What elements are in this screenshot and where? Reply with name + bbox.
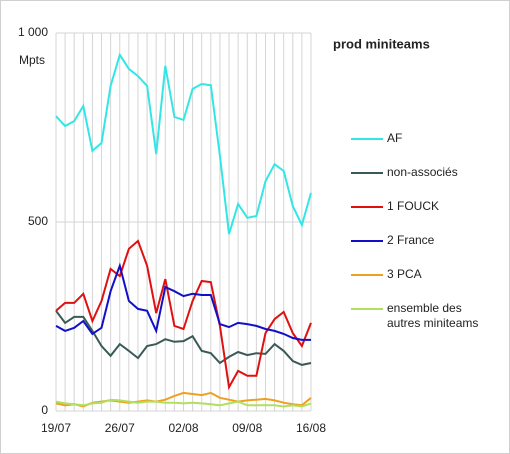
legend-label: 2 France (387, 233, 435, 247)
legend-swatch (351, 206, 383, 208)
legend-item: 1 FOUCK (351, 195, 501, 229)
x-tick-label: 26/07 (105, 421, 135, 435)
legend-label: AF (387, 131, 403, 145)
legend-label: 3 PCA (387, 267, 422, 281)
legend-item: AF (351, 127, 501, 161)
y-axis-label: Mpts (19, 53, 45, 67)
legend: AF non-associés 1 FOUCK 2 France 3 PCA ensemb… (351, 127, 501, 331)
legend-item: 2 France (351, 229, 501, 263)
legend-swatch (351, 308, 383, 310)
legend-swatch (351, 172, 383, 174)
legend-label: 1 FOUCK (387, 199, 440, 213)
legend-label: ensemble des autres miniteams (387, 301, 479, 330)
y-tick-label: 1 000 (18, 25, 48, 39)
x-tick-label: 02/08 (168, 421, 198, 435)
legend-item: ensemble des autres miniteams (351, 297, 501, 331)
x-tick-label: 09/08 (232, 421, 262, 435)
series-line (55, 239, 312, 391)
y-tick-label: 0 (41, 403, 48, 417)
x-tick-label: 19/07 (41, 421, 71, 435)
x-tick-label: 16/08 (296, 421, 326, 435)
legend-item: 3 PCA (351, 263, 501, 297)
series-line (55, 52, 312, 235)
series-line (55, 310, 312, 366)
chart-title: prod miniteams (333, 36, 430, 51)
legend-item: non-associés (351, 161, 501, 195)
legend-swatch (351, 138, 383, 140)
legend-label: non-associés (387, 165, 458, 179)
legend-swatch (351, 240, 383, 242)
series-line (55, 262, 311, 341)
y-tick-label: 500 (28, 214, 48, 228)
legend-swatch (351, 274, 383, 276)
series-line (55, 398, 312, 408)
